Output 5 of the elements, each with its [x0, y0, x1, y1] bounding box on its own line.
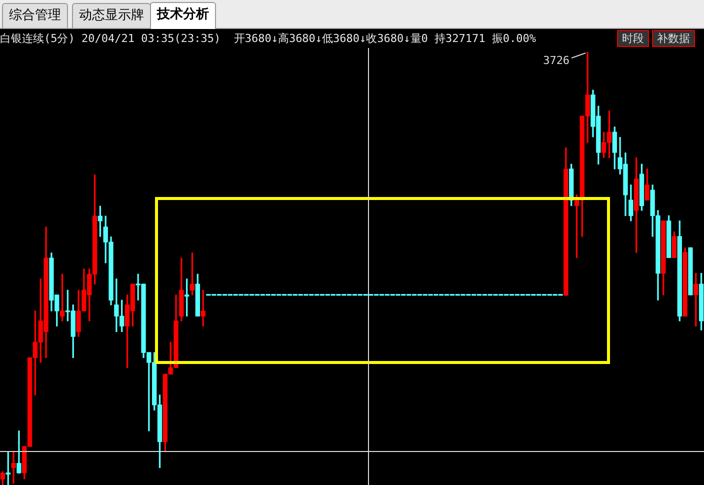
text: 时段 [617, 30, 649, 47]
chart-title: 白银连续(5分) 20/04/21 03:35(23:35) [0, 32, 221, 45]
chart-subtitle: 开3680↓高3680↓低3680↓收3680↓量0 持327171 振0.00% [234, 32, 536, 45]
annotation: 3726 [543, 54, 570, 67]
text: 补数据 [652, 30, 695, 47]
